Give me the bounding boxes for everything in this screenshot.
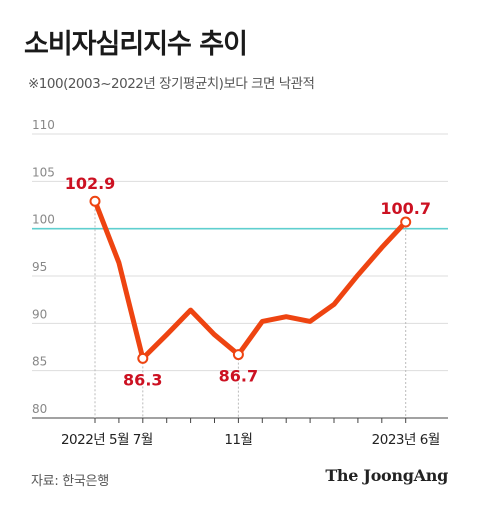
highlight-marker: [400, 216, 412, 228]
x-tick-label: 2022년 5월: [61, 432, 129, 448]
source-note: 자료: 한국은행: [31, 474, 109, 489]
y-tick-label: 95: [32, 260, 47, 274]
highlight-marker: [137, 352, 149, 364]
publisher-logo: The JoongAng: [325, 466, 448, 485]
y-tick-label: 90: [32, 307, 47, 321]
data-label: 86.3: [123, 370, 162, 389]
y-tick-label: 85: [32, 355, 47, 369]
data-label: 102.9: [65, 174, 116, 193]
chart-subtitle: ※100(2003~2022년 장기평균치)보다 크면 낙관적: [28, 76, 315, 92]
data-label: 86.7: [219, 367, 258, 386]
y-tick-label: 80: [32, 402, 47, 416]
x-tick-label: 2023년 6월: [372, 432, 440, 448]
highlight-marker: [232, 349, 244, 361]
series-line: [92, 198, 409, 361]
y-tick-label: 100: [32, 213, 55, 227]
x-tick-label: 11월: [224, 432, 252, 448]
data-label: 100.7: [380, 199, 431, 218]
highlight-marker: [89, 195, 101, 207]
y-tick-label: 105: [32, 165, 55, 179]
chart-title: 소비자심리지수 추이: [24, 29, 248, 60]
x-tick-label: 7월: [133, 432, 153, 448]
y-tick-label: 110: [32, 118, 55, 132]
